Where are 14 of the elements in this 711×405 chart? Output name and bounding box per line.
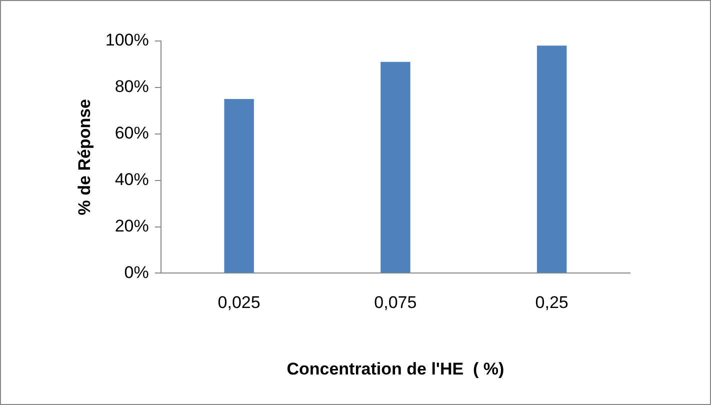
y-tick-label: 80%	[114, 77, 149, 96]
bar	[536, 46, 567, 273]
y-tick-label: 20%	[114, 216, 149, 236]
y-tick-label: 40%	[114, 170, 149, 190]
y-tick-label: 60%	[114, 124, 149, 143]
y-tick-label: 100%	[105, 30, 149, 50]
bar	[224, 99, 254, 273]
x-tick-label: 0,075	[374, 293, 417, 312]
y-tick-label: 0%	[124, 262, 149, 282]
x-axis-title: Concentration de l'HE ( %)	[286, 359, 504, 378]
x-tick-label: 0,025	[218, 293, 260, 312]
y-axis-title: % de Réponse	[74, 99, 94, 216]
bar	[380, 62, 410, 273]
x-tick-label: 0,25	[535, 293, 568, 312]
